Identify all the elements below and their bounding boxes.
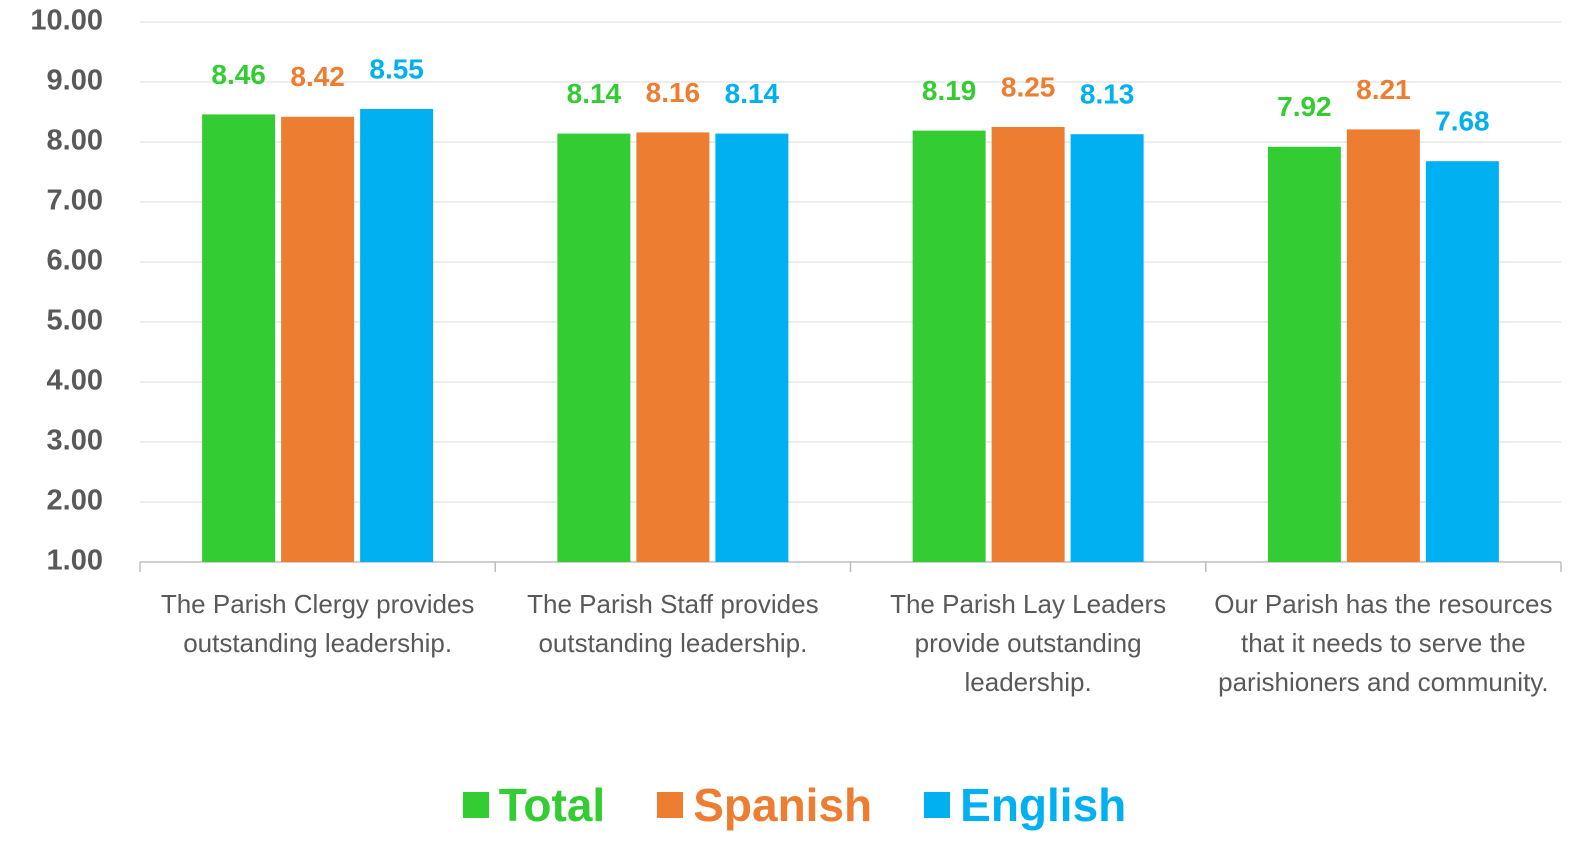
data-label: 8.14 bbox=[567, 78, 622, 109]
legend-label: Spanish bbox=[693, 779, 873, 831]
y-tick-label: 5.00 bbox=[47, 305, 103, 337]
data-label: 8.55 bbox=[369, 53, 424, 84]
bar bbox=[1267, 146, 1341, 563]
x-tick-label: Our Parish has the resources that it nee… bbox=[1214, 589, 1553, 697]
data-label: 8.21 bbox=[1356, 74, 1411, 105]
bar bbox=[202, 114, 276, 563]
legend-swatch bbox=[657, 792, 684, 818]
y-tick-label: 9.00 bbox=[47, 65, 103, 97]
y-tick-label: 3.00 bbox=[47, 425, 103, 457]
y-tick-label: 6.00 bbox=[47, 245, 103, 277]
x-tick-label: The Parish Lay Leaders provide outstandi… bbox=[890, 589, 1167, 697]
bar bbox=[557, 133, 631, 562]
legend-label: English bbox=[960, 779, 1127, 831]
bar bbox=[636, 132, 710, 562]
bar bbox=[1346, 129, 1420, 562]
y-tick-label: 4.00 bbox=[47, 365, 103, 397]
bar bbox=[1425, 161, 1499, 562]
data-label: 8.14 bbox=[725, 78, 780, 109]
bar bbox=[715, 133, 789, 562]
bar bbox=[281, 116, 355, 563]
legend-item: English bbox=[924, 778, 1126, 832]
legend-label: Total bbox=[498, 779, 606, 831]
data-label: 7.92 bbox=[1277, 91, 1332, 122]
data-label: 7.68 bbox=[1435, 106, 1490, 137]
bar bbox=[1070, 134, 1144, 562]
legend-swatch bbox=[924, 792, 951, 818]
y-tick-label: 8.00 bbox=[47, 125, 103, 157]
y-tick-label: 2.00 bbox=[47, 485, 103, 517]
data-label: 8.25 bbox=[1001, 71, 1056, 102]
data-label: 8.46 bbox=[211, 59, 266, 90]
y-tick-label: 1.00 bbox=[47, 545, 103, 577]
data-label: 8.42 bbox=[290, 61, 345, 92]
legend: Total Spanish English bbox=[0, 778, 1589, 832]
bar bbox=[912, 130, 986, 562]
y-tick-label: 10.00 bbox=[30, 5, 103, 37]
data-label: 8.13 bbox=[1080, 79, 1135, 110]
bar bbox=[991, 127, 1065, 562]
bar bbox=[360, 109, 434, 562]
legend-item: Spanish bbox=[657, 778, 872, 832]
y-tick-label: 7.00 bbox=[47, 185, 103, 217]
x-tick-label: The Parish Staff provides outstanding le… bbox=[527, 589, 819, 658]
data-label: 8.16 bbox=[646, 77, 701, 108]
data-label: 8.19 bbox=[922, 75, 977, 106]
legend-item: Total bbox=[462, 778, 606, 832]
legend-swatch bbox=[462, 792, 489, 818]
x-tick-label: The Parish Clergy provides outstanding l… bbox=[160, 589, 475, 658]
